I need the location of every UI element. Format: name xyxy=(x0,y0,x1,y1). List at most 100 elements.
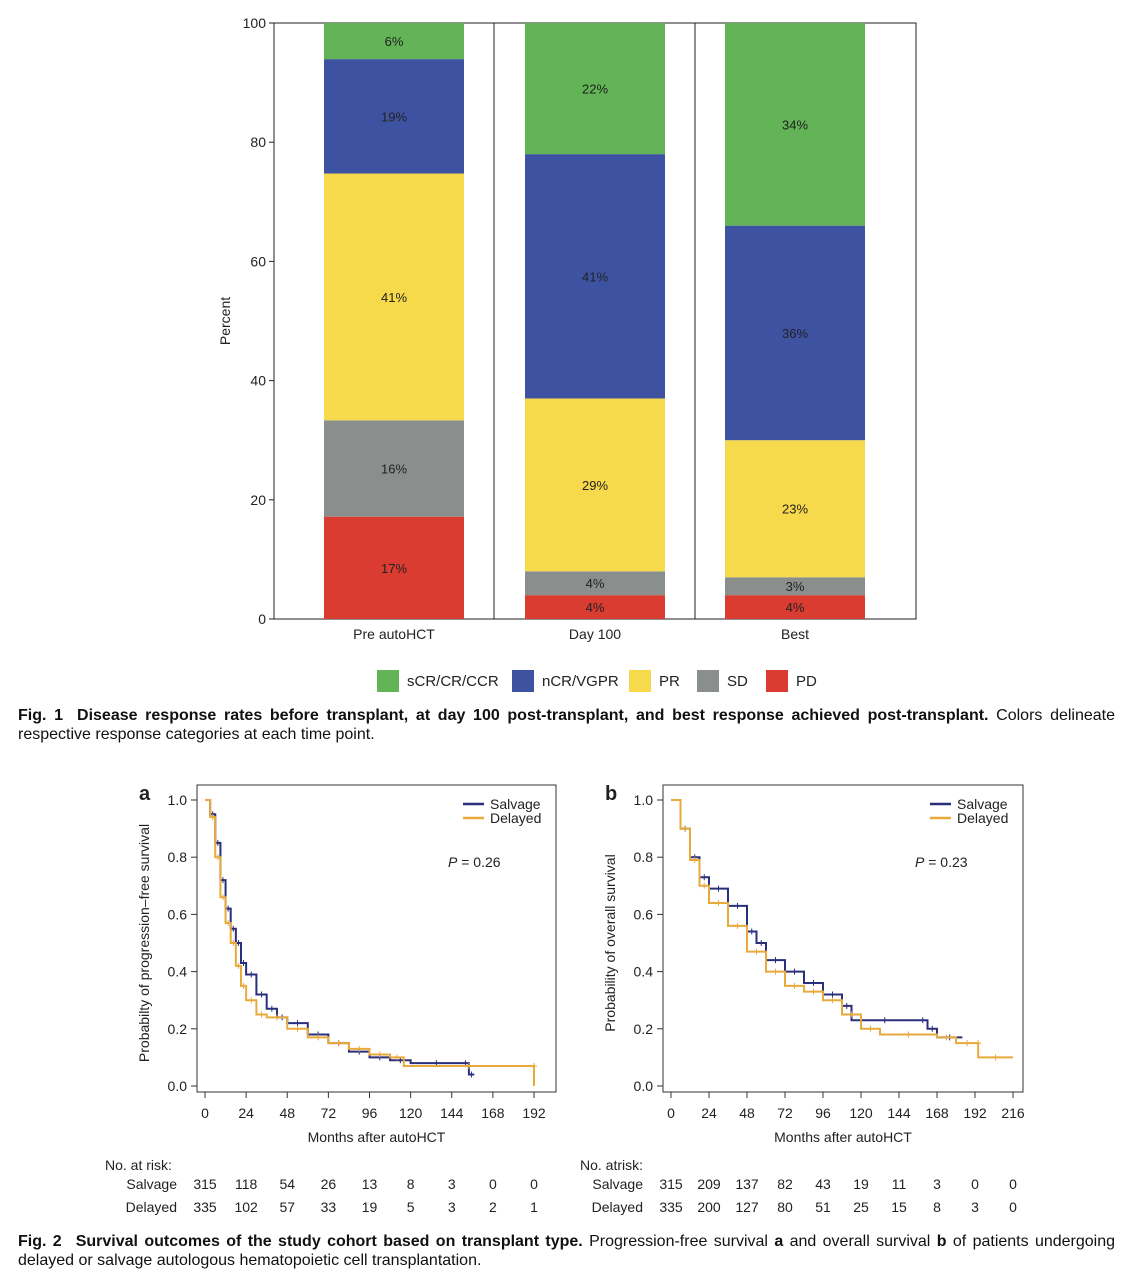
bar-data-label: 22% xyxy=(582,82,608,97)
risk-table-value: 315 xyxy=(659,1176,683,1192)
censor-mark xyxy=(753,948,760,955)
risk-table-value: 209 xyxy=(697,1176,721,1192)
bar-segment-sd xyxy=(525,571,665,596)
censor-mark xyxy=(248,997,255,1004)
risk-table-value: 8 xyxy=(933,1199,941,1215)
legend-label: PR xyxy=(659,673,680,690)
censor-mark xyxy=(881,1017,888,1024)
censor-mark xyxy=(701,874,708,881)
bar-data-label: 19% xyxy=(381,109,407,124)
y-tick-label: 100 xyxy=(243,15,267,31)
censor-mark xyxy=(810,980,817,987)
legend-swatch xyxy=(766,670,788,692)
censor-mark xyxy=(235,962,242,969)
bar-segment-sd xyxy=(725,577,865,596)
censor-mark xyxy=(219,894,226,901)
legend-label: sCR/CR/CCR xyxy=(407,673,499,690)
bar-segment-pr xyxy=(324,173,464,421)
km-curve-delayed xyxy=(671,799,1013,1059)
censor-mark xyxy=(992,1054,999,1061)
y-tick-label: 80 xyxy=(250,134,266,150)
bar-data-label: 34% xyxy=(782,117,808,132)
bar-data-label: 41% xyxy=(381,290,407,305)
bar-data-label: 23% xyxy=(782,502,808,517)
legend-swatch xyxy=(629,670,651,692)
censor-mark xyxy=(758,940,765,946)
legend-swatch xyxy=(377,670,399,692)
x-tick-label: 120 xyxy=(849,1105,873,1121)
risk-table-value: 0 xyxy=(1009,1199,1017,1215)
censor-mark xyxy=(273,1014,280,1021)
risk-table-value: 3 xyxy=(933,1176,941,1192)
fig1-label: Fig. 1 xyxy=(18,707,64,724)
x-tick-label: 96 xyxy=(815,1105,831,1121)
censor-mark xyxy=(335,1040,342,1047)
x-tick-label: 24 xyxy=(701,1105,717,1121)
risk-table-value: 137 xyxy=(735,1176,759,1192)
risk-table-title: No. atrisk: xyxy=(580,1157,643,1173)
fig1-caption: Fig. 1 Disease response rates before tran… xyxy=(18,706,1115,744)
risk-table-value: 54 xyxy=(279,1176,295,1192)
risk-table-value: 57 xyxy=(279,1199,295,1215)
y-tick-label: 0.0 xyxy=(634,1078,654,1094)
p-value-number: = 0.23 xyxy=(924,854,967,870)
y-tick-label: 0.8 xyxy=(168,849,188,865)
bar-data-label: 29% xyxy=(582,478,608,493)
censor-mark xyxy=(258,1011,265,1018)
censor-mark xyxy=(268,1005,275,1012)
censor-mark xyxy=(810,988,817,995)
censor-mark xyxy=(929,1025,936,1032)
y-axis-label: Percent xyxy=(217,297,233,345)
x-tick-label: 0 xyxy=(201,1105,209,1121)
y-tick-label: 0.8 xyxy=(634,849,654,865)
fig2-caption-text: Progression-free survival xyxy=(589,1233,768,1250)
censor-mark xyxy=(964,1040,971,1047)
censor-mark xyxy=(531,1062,537,1069)
bar-data-label: 36% xyxy=(782,326,808,341)
risk-table-value: 43 xyxy=(815,1176,831,1192)
fig1-caption-title: Disease response rates before transplant… xyxy=(77,707,989,724)
censor-mark xyxy=(748,928,755,935)
risk-table-value: 335 xyxy=(193,1199,217,1215)
x-tick-label: 48 xyxy=(279,1105,295,1121)
censor-mark xyxy=(848,1011,855,1018)
censor-mark xyxy=(465,1062,472,1069)
censor-mark xyxy=(315,1034,322,1041)
x-tick-label: 72 xyxy=(777,1105,793,1121)
censor-mark xyxy=(843,1002,850,1009)
censor-mark xyxy=(734,922,741,929)
risk-table-value: 8 xyxy=(407,1176,415,1192)
x-axis-label: Months after autoHCT xyxy=(308,1129,446,1145)
bar-segment-pd xyxy=(525,595,665,619)
legend-label: SD xyxy=(727,673,748,690)
plot-frame xyxy=(196,784,557,1093)
bar-data-label: 4% xyxy=(786,600,805,615)
x-tick-label: 24 xyxy=(238,1105,254,1121)
censor-mark xyxy=(214,854,221,861)
censor-mark xyxy=(468,1071,475,1078)
bar-data-label: 6% xyxy=(385,34,404,49)
legend-label: Salvage xyxy=(957,796,1008,812)
risk-table-value: 102 xyxy=(234,1199,258,1215)
x-tick-label: 120 xyxy=(399,1105,423,1121)
bar-data-label: 3% xyxy=(786,579,805,594)
risk-table-row-label: Salvage xyxy=(126,1176,177,1192)
p-value-number: = 0.26 xyxy=(457,854,500,870)
risk-table-title: No. at risk: xyxy=(105,1157,172,1173)
censor-mark xyxy=(715,885,722,892)
censor-mark xyxy=(691,857,698,864)
bar-segment-pr xyxy=(525,398,665,572)
bar-data-label: 4% xyxy=(586,600,605,615)
panel-label: b xyxy=(605,783,617,805)
risk-table-value: 80 xyxy=(777,1199,793,1215)
risk-table-row-label: Delayed xyxy=(126,1199,177,1215)
y-tick-label: 0.2 xyxy=(168,1021,188,1037)
y-tick-label: 40 xyxy=(250,373,266,389)
risk-table-value: 26 xyxy=(321,1176,337,1192)
risk-table-value: 3 xyxy=(971,1199,979,1215)
bar-segment-sd xyxy=(324,420,464,517)
km-curve-delayed xyxy=(205,799,535,1086)
risk-table-value: 82 xyxy=(777,1176,793,1192)
x-axis-label: Months after autoHCT xyxy=(774,1129,912,1145)
km-curve-salvage xyxy=(671,799,963,1039)
